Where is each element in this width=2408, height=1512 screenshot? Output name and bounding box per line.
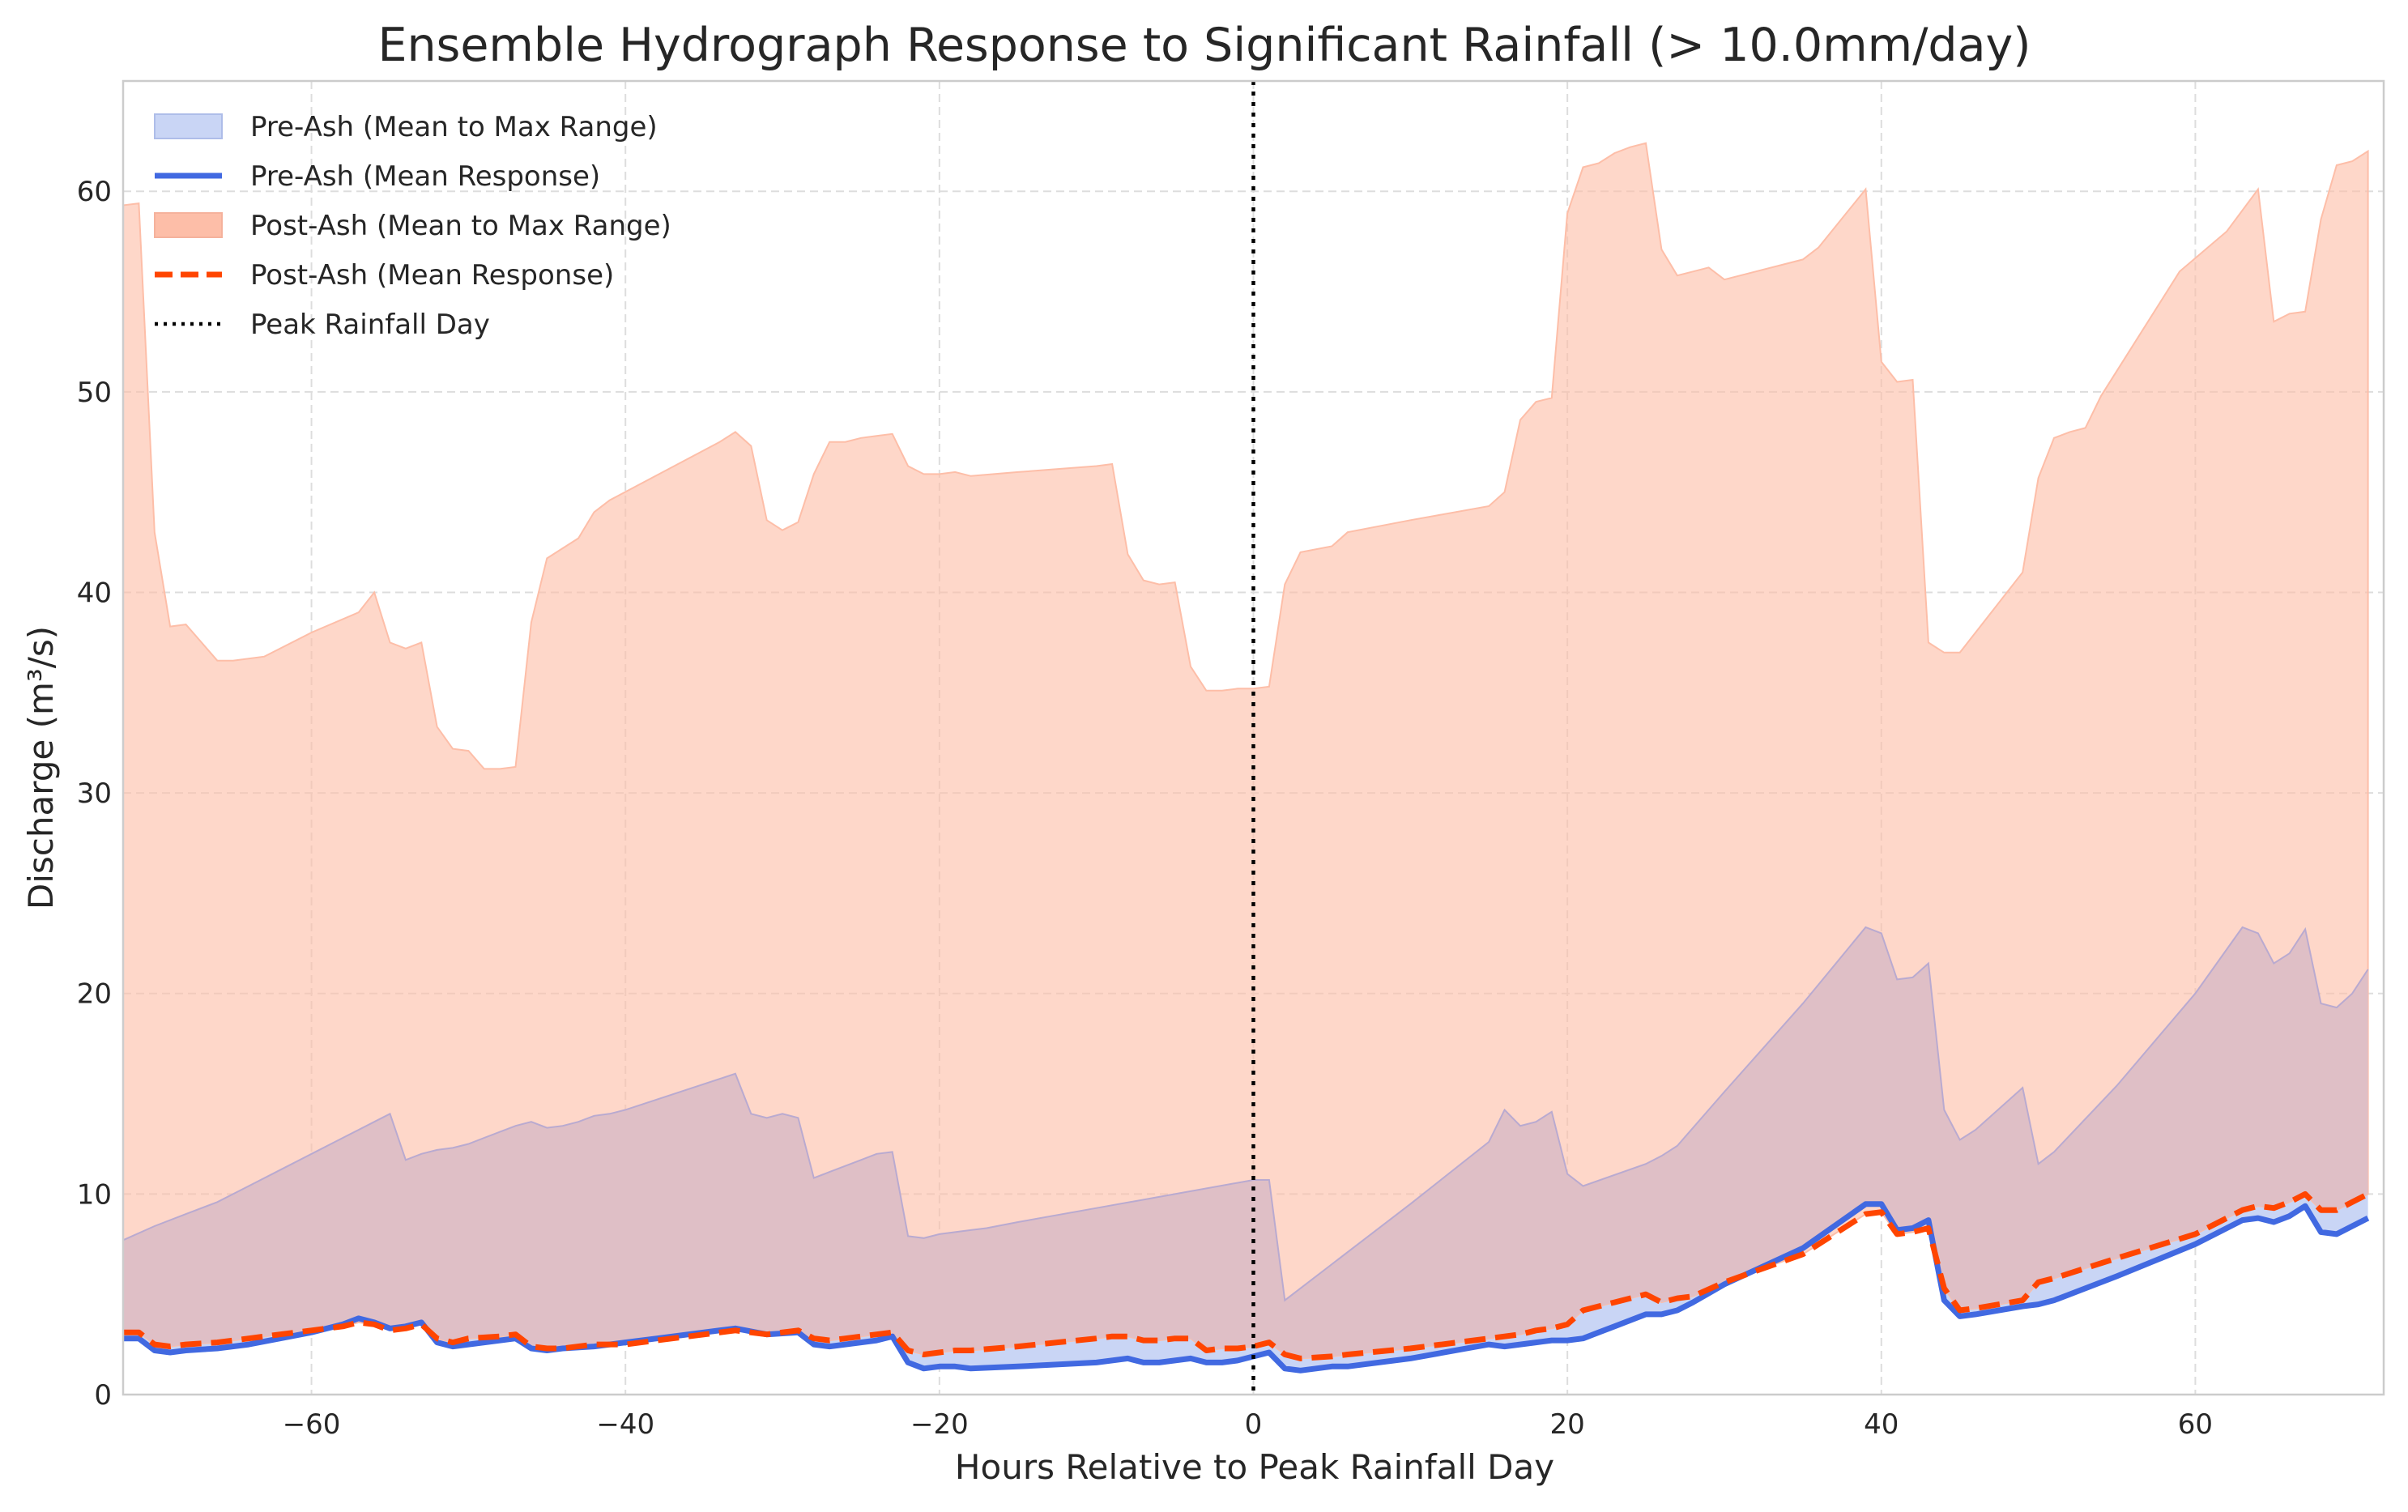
- y-tick-label: 50: [77, 377, 112, 409]
- legend-label: Pre-Ash (Mean Response): [250, 160, 600, 193]
- plot-frame: [121, 79, 2385, 1396]
- y-tick-labels: 0 10 20 30 40 50 60: [77, 176, 112, 1412]
- legend-entry: Pre-Ash (Mean Response): [155, 160, 600, 193]
- legend-entry: Post-Ash (Mean Response): [155, 259, 614, 292]
- legend-entry: Pre-Ash (Mean to Max Range): [154, 111, 658, 143]
- y-tick-label: 40: [77, 577, 112, 609]
- y-axis-label: Discharge (m³/s): [21, 626, 61, 909]
- x-tick-label: 40: [1864, 1408, 1899, 1441]
- x-tick-label: −40: [596, 1408, 654, 1441]
- legend-swatch: [154, 113, 223, 139]
- chart-title: Ensemble Hydrograph Response to Signific…: [378, 19, 2031, 72]
- mean-lines: [123, 1190, 2370, 1374]
- y-tick-label: 60: [77, 176, 112, 208]
- y-tick-label: 10: [77, 1178, 112, 1211]
- legend-entry: Post-Ash (Mean to Max Range): [154, 210, 671, 242]
- legend: Pre-Ash (Mean to Max Range) Pre-Ash (Mean…: [154, 111, 671, 341]
- pre-ash-mean-line: [123, 1201, 2370, 1374]
- x-axis-label: Hours Relative to Peak Rainfall Day: [955, 1447, 1554, 1487]
- x-tick-label: 20: [1550, 1408, 1585, 1441]
- range-bands: [122, 142, 2369, 1371]
- legend-label: Pre-Ash (Mean to Max Range): [250, 111, 658, 143]
- legend-label: Peak Rainfall Day: [250, 309, 490, 341]
- legend-label: Post-Ash (Mean Response): [250, 259, 614, 292]
- pre-ash-max-edge: [122, 926, 2369, 1302]
- x-tick-label: 60: [2178, 1408, 2213, 1441]
- y-tick-label: 0: [94, 1379, 112, 1412]
- x-tick-label: −60: [283, 1408, 341, 1441]
- x-tick-labels: −60 −40 −20 0 20 40 60: [283, 1408, 2213, 1441]
- y-tick-label: 30: [77, 777, 112, 810]
- band-overlap-region: [123, 927, 2368, 1359]
- y-tick-label: 20: [77, 978, 112, 1011]
- legend-entry: Peak Rainfall Day: [155, 309, 490, 341]
- x-tick-label: 0: [1245, 1408, 1263, 1441]
- legend-swatch: [154, 212, 223, 238]
- x-tick-label: −20: [910, 1408, 969, 1441]
- legend-label: Post-Ash (Mean to Max Range): [250, 210, 671, 242]
